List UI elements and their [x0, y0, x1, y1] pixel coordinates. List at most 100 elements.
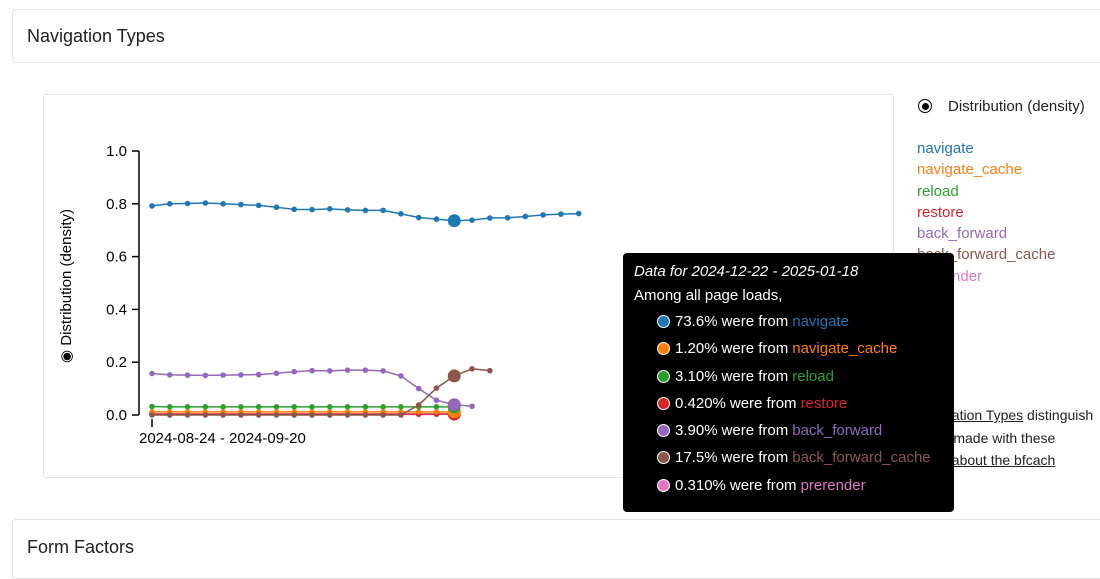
- tooltip-were-from: were from: [722, 311, 789, 333]
- data-point-reload: [149, 404, 155, 410]
- data-point-navigate: [203, 200, 209, 206]
- tooltip-subtitle: Among all page loads,: [634, 287, 782, 304]
- data-point-back-forward-cache: [487, 368, 493, 374]
- data-point-reload: [434, 404, 440, 410]
- legend-item-restore[interactable]: restore: [917, 202, 1055, 223]
- data-point-reload: [345, 404, 351, 410]
- tooltip-series-name: back_forward: [792, 420, 882, 442]
- tooltip-were-from: were from: [722, 338, 789, 360]
- legend-item-back-forward[interactable]: back_forward: [917, 223, 1055, 244]
- data-point-navigate: [434, 216, 440, 222]
- series-dot-icon: [657, 397, 670, 410]
- y-tick-label: 0.4: [106, 301, 127, 318]
- data-point-navigate: [416, 215, 422, 221]
- data-point-back-forward-cache: [185, 412, 191, 418]
- data-point-back-forward: [363, 367, 369, 373]
- legend-item-reload[interactable]: reload: [917, 181, 1055, 202]
- data-point-navigate: [523, 214, 529, 220]
- y-tick-label: 0.2: [106, 354, 127, 371]
- data-point-back-forward-cache: [345, 412, 351, 418]
- data-point-navigate: [327, 206, 333, 212]
- tooltip-series-name: prerender: [801, 475, 866, 497]
- data-point-back-forward-cache: [469, 366, 475, 372]
- data-point-back-forward-cache: [291, 412, 297, 418]
- series-dot-icon: [657, 451, 670, 464]
- data-point-reload: [274, 404, 280, 410]
- tooltip-series-name: back_forward_cache: [792, 447, 930, 469]
- data-point-reload: [220, 404, 226, 410]
- data-point-navigate: [220, 201, 226, 207]
- legend-item-navigate[interactable]: navigate: [917, 138, 1055, 159]
- data-point-back-forward: [309, 368, 315, 374]
- data-point-navigate: [540, 212, 546, 218]
- legend-item-navigate-cache[interactable]: navigate_cache: [917, 159, 1055, 180]
- y-tick-label: 0.0: [106, 407, 127, 424]
- data-point-navigate: [576, 211, 582, 217]
- y-tick-label: 0.8: [106, 196, 127, 213]
- y-axis-label-text: Distribution (density): [58, 209, 75, 346]
- data-point-navigate: [345, 207, 351, 213]
- data-point-back-forward: [274, 370, 280, 376]
- data-point-back-forward-cache: [416, 402, 422, 408]
- data-point-navigate: [558, 211, 564, 217]
- data-point-back-forward-cache: [203, 412, 209, 418]
- tooltip-percent: 0.310%: [675, 475, 726, 497]
- data-point-back-forward: [380, 368, 386, 374]
- data-point-reload: [327, 404, 333, 410]
- data-point-navigate: [238, 202, 244, 208]
- data-point-back-forward-cache: [448, 369, 461, 382]
- data-point-back-forward: [416, 386, 422, 392]
- y-tick-label: 1.0: [106, 143, 127, 160]
- data-point-navigate: [363, 208, 369, 214]
- tooltip-percent: 0.420%: [675, 393, 726, 415]
- tooltip-percent: 17.5%: [675, 447, 718, 469]
- data-point-navigate: [185, 201, 191, 207]
- tooltip-were-from: were from: [722, 447, 789, 469]
- navigation-types-header: Navigation Types: [12, 9, 1100, 63]
- data-point-reload: [256, 404, 262, 410]
- data-point-reload: [203, 404, 209, 410]
- form-factors-title: Form Factors: [27, 537, 134, 558]
- data-point-back-forward: [345, 367, 351, 373]
- data-point-back-forward: [327, 368, 333, 374]
- data-point-back-forward: [220, 372, 226, 378]
- data-point-back-forward-cache: [238, 412, 244, 418]
- tooltip-title: Data for 2024-12-22 - 2025-01-18: [634, 263, 858, 280]
- series-dot-icon: [657, 424, 670, 437]
- data-point-back-forward-cache: [434, 385, 440, 391]
- data-point-back-forward: [434, 397, 440, 403]
- data-point-navigate: [487, 215, 493, 221]
- tooltip-were-from: were from: [730, 475, 797, 497]
- data-point-reload: [185, 404, 191, 410]
- data-point-back-forward: [398, 373, 404, 379]
- tooltip-series-name: restore: [801, 393, 848, 415]
- data-point-navigate: [469, 217, 475, 223]
- data-point-back-forward: [256, 372, 262, 378]
- data-point-reload: [238, 404, 244, 410]
- series-dot-icon: [657, 315, 670, 328]
- data-point-reload: [363, 404, 369, 410]
- radio-selected-icon: ◉: [58, 346, 75, 363]
- tooltip-percent: 73.6%: [675, 311, 718, 333]
- data-point-back-forward: [185, 372, 191, 378]
- tooltip-percent: 3.10%: [675, 366, 718, 388]
- data-point-navigate: [309, 207, 315, 213]
- data-point-navigate: [398, 211, 404, 217]
- data-point-back-forward: [291, 369, 297, 375]
- data-point-navigate: [274, 204, 280, 210]
- data-point-back-forward: [149, 371, 155, 377]
- tooltip-series-name: navigate: [792, 311, 849, 333]
- data-point-back-forward-cache: [363, 412, 369, 418]
- data-point-back-forward: [203, 373, 209, 379]
- tooltip-series-name: reload: [792, 366, 834, 388]
- radio-selected-icon[interactable]: [918, 99, 932, 113]
- metric-selector[interactable]: Distribution (density): [917, 96, 1100, 116]
- tooltip-were-from: were from: [730, 393, 797, 415]
